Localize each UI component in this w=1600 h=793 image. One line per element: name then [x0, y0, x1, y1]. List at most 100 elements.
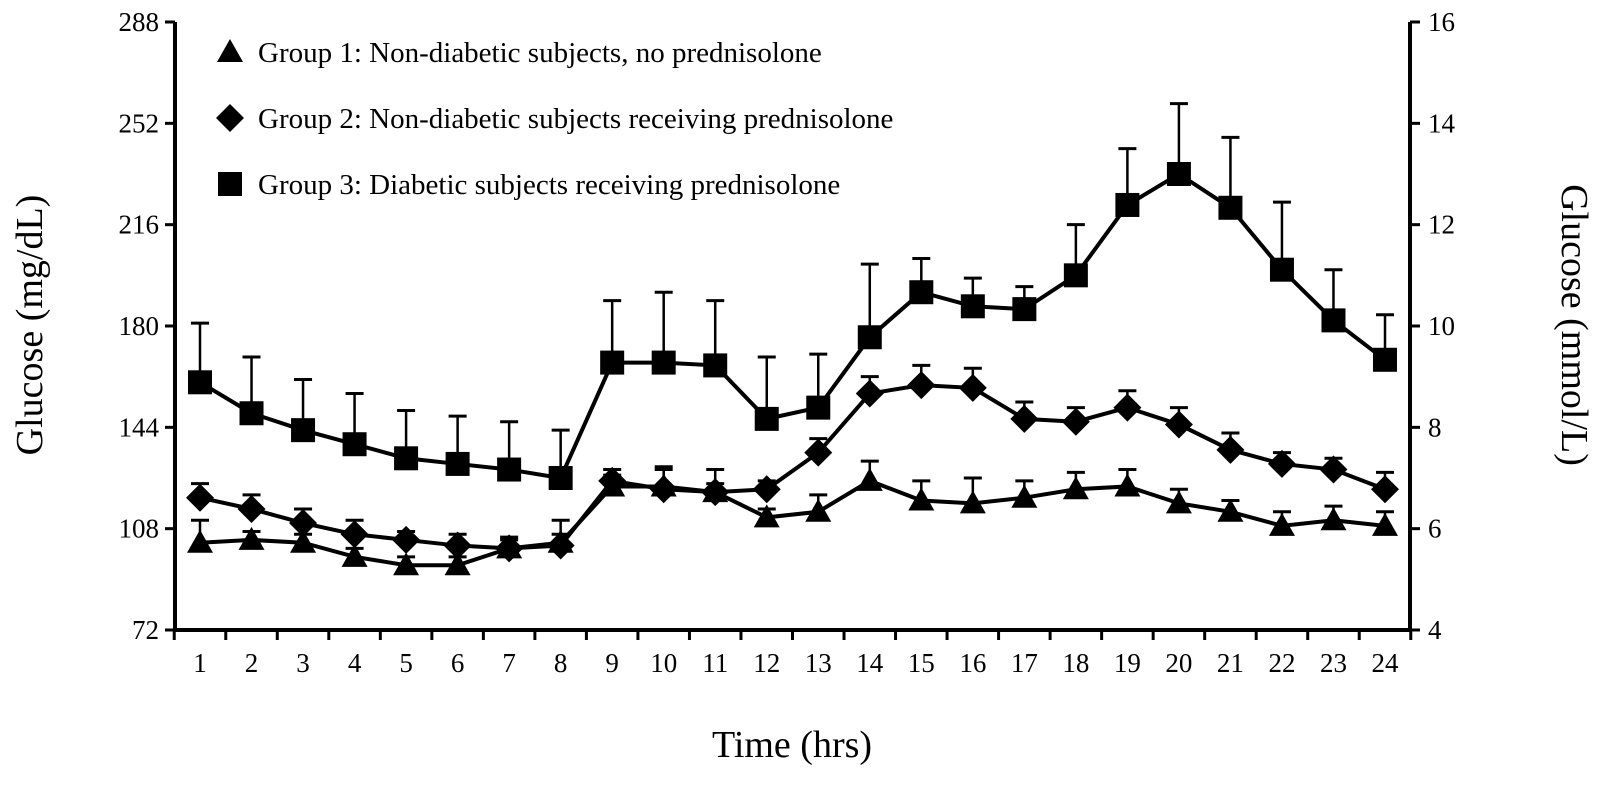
data-point	[1319, 455, 1348, 484]
data-point	[855, 379, 884, 408]
y-tick-label-left: 252	[119, 108, 160, 138]
x-tick-label: 2	[245, 648, 259, 678]
data-point	[1063, 263, 1088, 288]
x-tick-label: 20	[1165, 648, 1192, 678]
data-point	[393, 552, 420, 576]
data-point	[1166, 162, 1191, 186]
x-tick-label: 10	[650, 648, 677, 678]
data-point	[1164, 410, 1193, 439]
data-point	[443, 531, 472, 560]
legend-label: Group 1: Non-diabetic subjects, no predn…	[258, 37, 822, 69]
x-tick-label: 23	[1320, 648, 1347, 678]
x-tick-label: 7	[502, 648, 516, 678]
data-point	[1268, 512, 1295, 536]
y-tick-label-left: 108	[119, 514, 160, 544]
y-tick-label-right: 6	[1428, 514, 1442, 544]
data-point	[1217, 498, 1244, 522]
x-tick-label: 3	[296, 648, 310, 678]
data-point	[341, 543, 368, 567]
data-point	[1371, 475, 1399, 504]
x-tick-label: 22	[1268, 648, 1295, 678]
data-point	[959, 490, 986, 514]
data-point	[548, 466, 573, 490]
data-point	[856, 467, 883, 491]
data-point	[1373, 347, 1397, 372]
data-point	[394, 446, 419, 471]
y-tick-label-left: 216	[119, 210, 160, 240]
data-point	[445, 451, 470, 476]
data-point	[1216, 435, 1245, 464]
data-point	[1113, 393, 1142, 422]
data-point	[497, 457, 522, 482]
data-point	[753, 504, 780, 528]
x-tick-label: 4	[348, 648, 362, 678]
y-tick-label-left: 180	[119, 311, 160, 341]
y-tick-label-left: 288	[119, 7, 160, 37]
legend: Group 1: Non-diabetic subjects, no predn…	[216, 37, 893, 201]
x-tick-label: 21	[1217, 648, 1244, 678]
data-point	[1269, 257, 1294, 282]
data-point	[1321, 308, 1346, 333]
data-point	[703, 353, 728, 378]
legend-marker-diamond	[216, 104, 244, 132]
data-point	[546, 531, 575, 560]
series-square	[188, 102, 1397, 490]
data-point	[960, 294, 985, 319]
data-point	[340, 520, 369, 549]
legend-marker-triangle	[217, 39, 243, 62]
data-point	[392, 525, 421, 554]
data-point	[1061, 407, 1090, 436]
x-tick-label: 18	[1062, 648, 1089, 678]
data-point	[908, 487, 935, 511]
y-tick-label-left: 72	[132, 615, 159, 645]
y-tick-label-left: 144	[119, 412, 160, 442]
x-tick-label: 11	[702, 648, 728, 678]
data-point	[1165, 490, 1192, 514]
data-point	[444, 552, 471, 576]
data-marks	[186, 102, 1399, 576]
x-tick-label: 17	[1011, 648, 1038, 678]
data-point	[752, 475, 781, 504]
data-point	[1115, 192, 1140, 217]
data-point	[187, 529, 213, 553]
data-point	[651, 350, 676, 375]
data-point	[289, 509, 318, 538]
legend-label: Group 2: Non-diabetic subjects receiving…	[258, 103, 893, 135]
data-point	[186, 483, 214, 512]
y-tick-label-right: 10	[1428, 311, 1455, 341]
x-tick-label: 24	[1372, 648, 1400, 678]
x-tick-label: 15	[908, 648, 935, 678]
x-tick-label: 8	[554, 648, 568, 678]
y-tick-label-right: 8	[1428, 412, 1442, 442]
y-tick-label-right: 4	[1428, 615, 1442, 645]
y-axis-label-left: Glucose (mg/dL)	[9, 195, 51, 456]
data-point	[1320, 507, 1347, 531]
legend-marker-square	[218, 172, 242, 196]
series-line	[199, 478, 1386, 568]
data-point	[1012, 297, 1037, 322]
data-point	[806, 395, 831, 420]
data-point	[238, 526, 265, 550]
x-axis-label: Time (hrs)	[712, 724, 872, 766]
x-tick-label: 16	[959, 648, 986, 678]
series-diamond	[186, 363, 1399, 563]
x-tick-label: 5	[399, 648, 413, 678]
data-point	[1010, 404, 1039, 433]
data-point	[857, 325, 882, 350]
data-point	[291, 418, 316, 443]
data-point	[598, 466, 627, 495]
data-point	[804, 438, 833, 467]
x-tick-label: 12	[753, 648, 780, 678]
y-axis-label-right: Glucose (mmol/L)	[1553, 184, 1595, 466]
legend-label: Group 3: Diabetic subjects receiving pre…	[258, 169, 840, 201]
data-point	[1372, 512, 1398, 536]
x-tick-label: 1	[193, 648, 207, 678]
data-point	[649, 475, 678, 504]
y-tick-label-right: 12	[1428, 210, 1455, 240]
data-point	[907, 371, 936, 400]
data-point	[1011, 484, 1038, 508]
x-tick-label: 13	[805, 648, 832, 678]
data-point	[239, 401, 264, 426]
series-line	[199, 383, 1386, 551]
